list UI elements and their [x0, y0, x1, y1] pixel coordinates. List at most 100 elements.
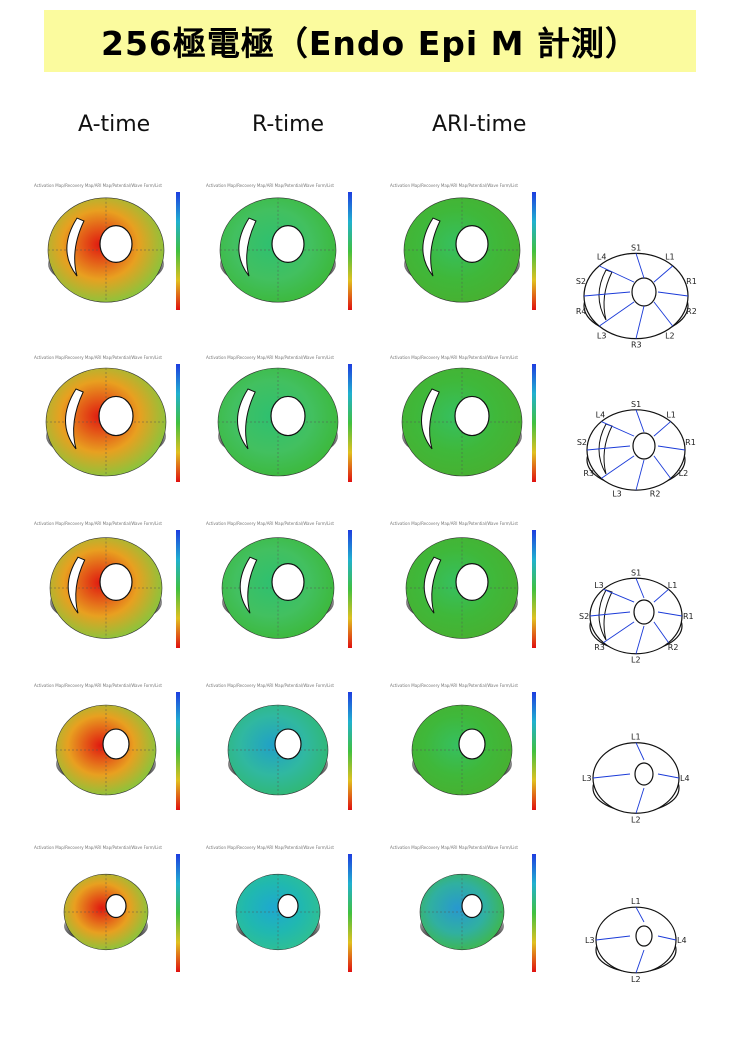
segment-boundary-line: [657, 611, 683, 617]
segment-label: S1: [631, 568, 641, 577]
segment-label: R1: [686, 277, 697, 286]
map-toolbar[interactable]: Activation Map/Recovery Map/ARI Map/Pote…: [34, 834, 194, 850]
map-toolbar-text: Activation Map/Recovery Map/ARI Map/Pote…: [34, 683, 162, 688]
map-panel: Activation Map/Recovery Map/ARI Map/Pote…: [390, 344, 550, 504]
page-title: 256極電極（Endo Epi M 計測）: [44, 10, 696, 72]
heart-surface-map: [217, 364, 352, 482]
lv-cavity: [270, 395, 306, 437]
segment-boundary-line: [635, 742, 645, 761]
segment-boundary-line: [635, 949, 645, 973]
map-toolbar-text: Activation Map/Recovery Map/ARI Map/Pote…: [206, 355, 334, 360]
lv-cavity: [102, 728, 130, 760]
lv-cavity: [271, 224, 305, 263]
diagram-rv-cavity: [598, 269, 613, 321]
color-scale-bar: [176, 854, 180, 972]
segment-boundary-line: [635, 409, 645, 433]
segment-boundary-line: [586, 445, 631, 451]
segment-boundary-line: [595, 935, 631, 941]
map-panel: Activation Map/Recovery Map/ARI Map/Pote…: [206, 172, 366, 332]
rv-cavity: [423, 556, 442, 614]
map-panel: Activation Map/Recovery Map/ARI Map/Pote…: [390, 172, 550, 332]
segment-boundary-line: [635, 625, 645, 654]
color-scale-bar: [348, 530, 352, 648]
segment-label: L1: [631, 733, 641, 742]
segment-label: L2: [679, 469, 689, 478]
map-panel: Activation Map/Recovery Map/ARI Map/Pote…: [390, 834, 550, 994]
diagram-lv-cavity: [632, 432, 656, 460]
lv-cavity: [455, 562, 489, 601]
heart-surface-map: [227, 692, 352, 810]
segment-diagram: S1 L1 R1 R2 L2 R3 L3 R4 S2 L4: [566, 240, 706, 366]
color-scale-bar: [348, 192, 352, 310]
map-toolbar[interactable]: Activation Map/Recovery Map/ARI Map/Pote…: [34, 672, 194, 688]
segment-label: L3: [582, 774, 592, 783]
heart-surface-map: [63, 854, 180, 972]
segment-label: R4: [576, 307, 587, 316]
map-toolbar-text: Activation Map/Recovery Map/ARI Map/Pote…: [206, 183, 334, 188]
map-toolbar[interactable]: Activation Map/Recovery Map/ARI Map/Pote…: [206, 344, 366, 360]
segment-boundary-line: [657, 445, 686, 451]
column-header-ari-time: ARI-time: [432, 112, 527, 137]
segment-label: L4: [680, 774, 690, 783]
map-panel: Activation Map/Recovery Map/ARI Map/Pote…: [206, 672, 366, 832]
segment-boundary-line: [653, 265, 674, 283]
diagram-rv-cavity: [598, 589, 613, 641]
map-toolbar[interactable]: Activation Map/Recovery Map/ARI Map/Pote…: [206, 510, 366, 526]
map-panel: Activation Map/Recovery Map/ARI Map/Pote…: [34, 834, 194, 994]
map-toolbar[interactable]: Activation Map/Recovery Map/ARI Map/Pote…: [34, 510, 194, 526]
segment-diagram: L1 L4 L2 L3: [566, 884, 706, 1010]
map-toolbar[interactable]: Activation Map/Recovery Map/ARI Map/Pote…: [34, 344, 194, 360]
color-scale-bar: [532, 692, 536, 810]
map-toolbar[interactable]: Activation Map/Recovery Map/ARI Map/Pote…: [206, 834, 366, 850]
heart-surface-map: [405, 530, 536, 648]
rv-cavity: [66, 217, 85, 277]
color-scale-bar: [176, 192, 180, 310]
column-header-a-time: A-time: [78, 112, 151, 137]
lv-cavity: [98, 395, 134, 437]
map-toolbar[interactable]: Activation Map/Recovery Map/ARI Map/Pote…: [206, 672, 366, 688]
segment-label: L2: [631, 656, 641, 665]
segment-label: L4: [677, 936, 687, 945]
lv-cavity: [461, 893, 483, 919]
diagram-lv-cavity: [635, 925, 653, 947]
segment-boundary-line: [603, 621, 635, 644]
segment-boundary-line: [598, 301, 635, 327]
segment-label: S2: [576, 277, 586, 286]
segment-boundary-line: [657, 291, 689, 297]
rv-cavity: [422, 217, 441, 277]
segment-label: S1: [631, 243, 641, 252]
color-scale-bar: [348, 364, 352, 482]
segment-boundary-line: [635, 906, 645, 923]
lv-cavity: [271, 562, 305, 601]
rv-cavity: [65, 388, 84, 450]
map-toolbar[interactable]: Activation Map/Recovery Map/ARI Map/Pote…: [390, 172, 550, 188]
segment-diagram: L1 L4 L2 L3: [566, 722, 706, 848]
map-toolbar[interactable]: Activation Map/Recovery Map/ARI Map/Pote…: [34, 172, 194, 188]
segment-label: R1: [685, 438, 696, 447]
diagram-lv-cavity: [634, 762, 654, 786]
segment-label: R2: [668, 643, 679, 652]
segment-label: L1: [668, 581, 678, 590]
map-toolbar-text: Activation Map/Recovery Map/ARI Map/Pote…: [34, 521, 162, 526]
segment-label: L3: [597, 331, 607, 340]
segment-label: S2: [579, 612, 589, 621]
map-toolbar[interactable]: Activation Map/Recovery Map/ARI Map/Pote…: [390, 834, 550, 850]
heart-surface-map: [411, 692, 536, 810]
heart-surface-map: [419, 854, 536, 972]
map-toolbar-text: Activation Map/Recovery Map/ARI Map/Pote…: [34, 183, 162, 188]
segment-boundary-line: [635, 253, 645, 279]
color-scale-bar: [348, 692, 352, 810]
segment-label: L3: [594, 581, 604, 590]
map-toolbar[interactable]: Activation Map/Recovery Map/ARI Map/Pote…: [206, 172, 366, 188]
map-toolbar[interactable]: Activation Map/Recovery Map/ARI Map/Pote…: [390, 672, 550, 688]
diagram-lv-cavity: [631, 277, 657, 307]
map-panel: Activation Map/Recovery Map/ARI Map/Pote…: [390, 672, 550, 832]
segment-boundary-line: [653, 421, 671, 437]
map-toolbar[interactable]: Activation Map/Recovery Map/ARI Map/Pote…: [390, 344, 550, 360]
lv-cavity: [454, 395, 490, 437]
segment-label: L1: [665, 253, 675, 262]
map-toolbar[interactable]: Activation Map/Recovery Map/ARI Map/Pote…: [390, 510, 550, 526]
column-header-r-time: R-time: [252, 112, 325, 137]
segment-label: R1: [683, 612, 694, 621]
map-toolbar-text: Activation Map/Recovery Map/ARI Map/Pote…: [34, 355, 162, 360]
